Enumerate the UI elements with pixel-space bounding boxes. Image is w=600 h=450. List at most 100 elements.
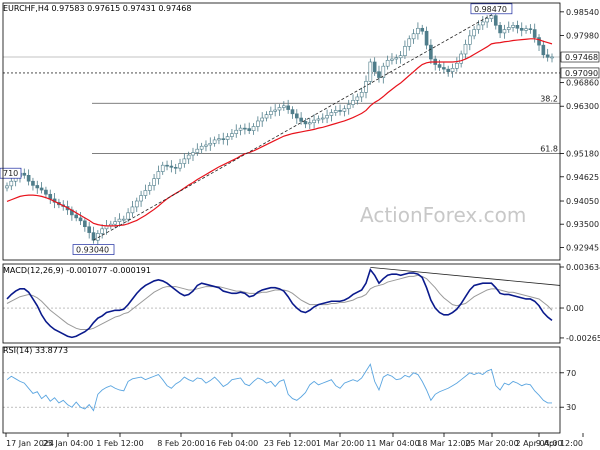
candle-body [377,71,381,78]
candle-body [450,68,455,72]
candle-body [511,25,515,28]
x-tick-label: 8 Feb 20:00 [157,439,204,448]
candle-body [247,128,252,131]
watermark-text: ActionForex.com [360,203,526,227]
candle-body [342,108,347,112]
price-tick-label: 0.96860 [566,79,599,88]
annotation-label: 710 [3,169,18,178]
annotation-label: 0.93040 [76,246,109,255]
candle-body [35,185,40,189]
candle-body [316,118,321,121]
price-tick-label: 0.95180 [566,149,599,158]
support-level-label: 0.97090 [565,69,598,78]
candle-body [372,61,377,72]
candle-body [160,164,165,172]
candle-body [22,172,27,176]
price-tick-label: 0.93500 [566,220,599,229]
candle-body [26,175,31,182]
macd-title: MACD(12,26,9) -0.001077 -0.000191 [3,266,151,275]
candle-body [524,28,528,31]
x-tick-label: 9 Apr 12:00 [536,439,583,448]
candle-body [143,190,148,196]
candle-body [403,46,407,56]
annotation-box [0,167,22,179]
fib-level-label: 38.2 [540,94,558,103]
price-tick-label: 0.96300 [566,102,599,111]
candle-body [329,112,334,116]
candle-body [208,142,213,146]
panel-border-0 [2,2,561,261]
candle-body [5,185,9,189]
candle-body [545,54,550,58]
price-tick-label: 0.92945 [566,244,599,253]
candle-body [506,27,511,30]
candle-body [394,57,399,60]
candle-body [351,100,355,105]
candle-body [299,117,303,122]
candle-body [459,53,463,64]
watermark: ActionForex.com [360,203,526,227]
candle-body [230,133,234,137]
candle-body [515,25,520,29]
candle-body [100,228,104,234]
rsi-title: RSI(14) 33.8773 [3,346,68,355]
candle-body [78,217,83,222]
candle-body [44,189,48,195]
candle-body [169,165,174,168]
candle-body [437,64,442,68]
x-tick-label: 18 Mar 12:00 [417,439,470,448]
candle-body [532,29,537,38]
macd-panel: 0.003634 0.00 -0.002652 [3,263,600,343]
candle-body [416,27,420,35]
price-tick-label: 0.97980 [566,31,599,40]
candle-body [126,212,130,220]
candle-body [186,154,191,160]
macd-trend-line [370,266,561,286]
candle-body [303,121,308,125]
candle-body [273,109,277,112]
candle-body [485,18,489,23]
candle-body [355,96,360,101]
rsi-tick-label: 70 [566,369,576,378]
candle-body [139,195,143,202]
candle-body [359,92,364,98]
candle-body [87,226,91,233]
candle-body [385,59,390,67]
candle-body [234,129,239,134]
candle-body [286,105,290,110]
candle-body [550,56,554,59]
candle-body [338,110,342,112]
candle-body [489,15,494,19]
candle-body [156,171,161,179]
x-tick-label: 1 Mar 20:00 [316,439,364,448]
x-tick-label: 17 Jan 2024 [6,439,54,448]
candle-body [424,30,429,46]
candle-body [113,221,117,225]
candle-body [381,65,386,78]
x-tick-label: 1 Feb 12:00 [96,439,143,448]
x-tick-label: 25 Mar 20:00 [465,439,518,448]
candle-body [217,138,221,141]
macd-main-line [6,267,553,339]
candle-body [346,104,351,110]
annotation-box [470,3,513,15]
macd-tick-label: 0.003634 [566,263,600,272]
candle-body [182,158,187,164]
candle-body [117,218,122,222]
macd-tick-label: -0.002652 [566,334,600,343]
candle-body [294,113,299,119]
candle-body [269,110,273,115]
candle-body [320,117,325,120]
candle-body [476,24,481,30]
candle-body [225,136,230,140]
candle-body [390,58,394,61]
candle-body [195,148,200,153]
candle-body [498,25,502,34]
candle-body [277,107,282,111]
rsi-tick-label: 30 [566,403,576,412]
candle-body [282,105,286,108]
price-tick-label: 0.94050 [566,197,599,206]
candle-body [398,55,403,59]
